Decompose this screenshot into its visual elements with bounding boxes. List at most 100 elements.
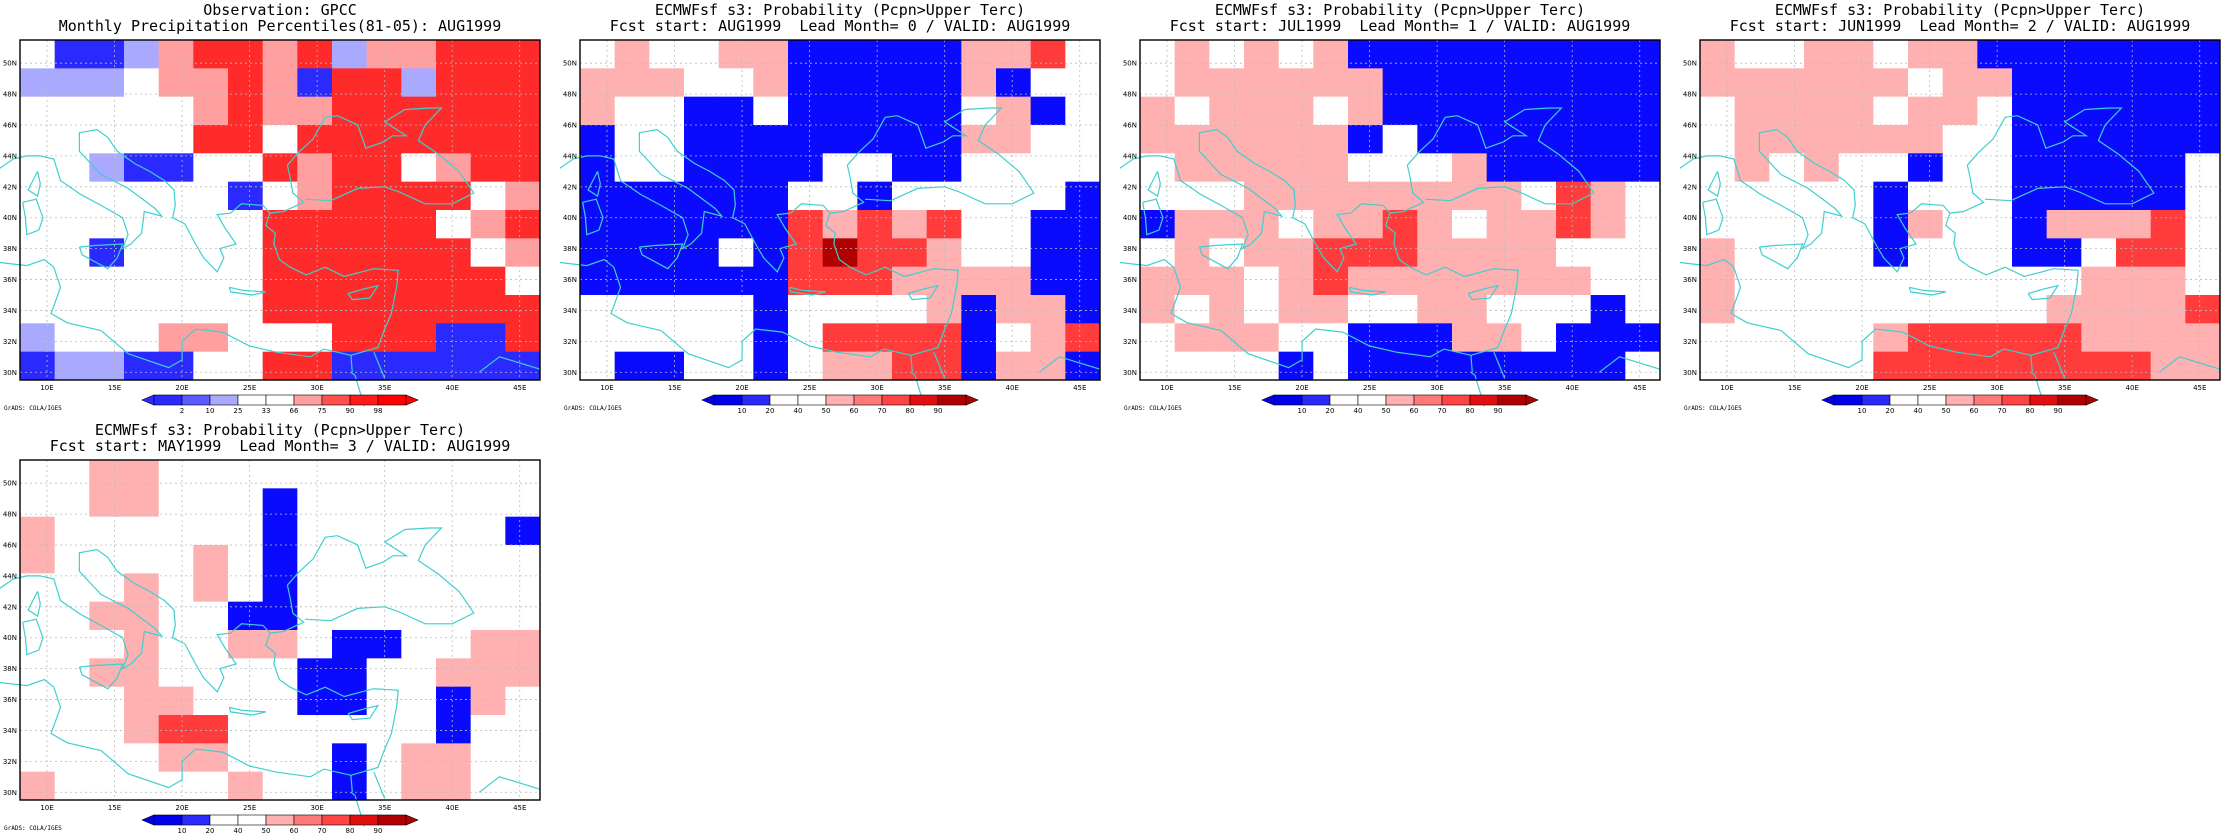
grid-cell [332, 181, 368, 211]
grid-cell [1700, 295, 1736, 324]
coastline [1389, 107, 1595, 214]
grid-cell [1065, 210, 1101, 239]
grid-cell [1769, 266, 1805, 296]
colorbar-segment [909, 394, 939, 406]
grid-cell [89, 771, 125, 801]
grid-cell [580, 238, 616, 268]
grid-cell [1486, 96, 1522, 126]
grid-cell [718, 266, 754, 296]
grid-cell [1174, 238, 1210, 268]
grid-cell [1348, 181, 1384, 211]
grid-cell [788, 238, 824, 268]
grid-cell [1838, 125, 1874, 154]
grid-cell [926, 351, 962, 381]
grid-cell [262, 40, 298, 69]
lon-tick-label: 20E [175, 384, 188, 392]
colorbar-arrow-right [965, 394, 979, 406]
grid-cell [20, 96, 56, 126]
grid-cell [158, 545, 194, 574]
grid-cell [505, 488, 541, 518]
grid-cell [1590, 96, 1626, 126]
grid-cell [2116, 210, 2152, 239]
lon-tick-label: 35E [1498, 384, 1511, 392]
grid-cell [20, 295, 56, 324]
coastline [2027, 284, 2060, 301]
grid-cell [158, 295, 194, 324]
coastline [1160, 129, 1284, 250]
grid-cell [158, 238, 194, 268]
grid-cell [614, 238, 650, 268]
grid-cell [262, 266, 298, 296]
lon-tick-label: 30E [1430, 384, 1443, 392]
grid-cell [436, 125, 472, 154]
grid-cell [2046, 68, 2082, 98]
grid-cell [1838, 323, 1874, 353]
grid-cell [961, 153, 997, 183]
grid-cell [1417, 153, 1453, 183]
grid-cell [124, 181, 160, 211]
grid-cell [89, 40, 125, 69]
grid-cell [1556, 96, 1592, 126]
grid-cell [1804, 351, 1840, 381]
lon-tick-label: 10E [40, 804, 53, 812]
grid-cell [1278, 266, 1314, 296]
panel-title: ECMWFsf s3: Probability (Pcpn>Upper Terc… [1774, 1, 2146, 19]
grid-cell [124, 686, 160, 716]
credit-text: GrADS: COLA/IGES [4, 825, 62, 832]
grid-cell [470, 743, 506, 773]
grid-cell [1244, 295, 1280, 324]
lat-tick-label: 32N [1123, 338, 1137, 346]
grid-cell [1382, 238, 1418, 268]
grid-cell [505, 658, 541, 688]
grid-cell [436, 545, 472, 574]
grid-cell [89, 210, 125, 239]
colorbar-label: 80 [2026, 407, 2035, 415]
grid-cell [158, 68, 194, 98]
lat-tick-label: 34N [1123, 307, 1137, 315]
grid-cell [1700, 351, 1736, 381]
grid-cell [2046, 351, 2082, 381]
colorbar-arrow-left [1261, 394, 1275, 406]
grid-cell [158, 630, 194, 659]
grid-cell [124, 601, 160, 631]
grid-cell [1838, 210, 1874, 239]
grid-cell [193, 125, 229, 154]
grid-cell [228, 516, 264, 546]
grid-cell [614, 295, 650, 324]
grid-cell [54, 266, 90, 296]
grid-cell [892, 295, 928, 324]
grid-cell [193, 68, 229, 98]
grid-cell [158, 601, 194, 631]
grid-cell [614, 68, 650, 98]
colorbar-segment [237, 394, 267, 406]
grid-cell [1174, 266, 1210, 296]
panel-subtitle: Fcst start: JUL1999 Lead Month= 1 / VALI… [1169, 17, 1631, 35]
grid-cell [54, 630, 90, 659]
grid-cell [788, 68, 824, 98]
grid-cell [54, 715, 90, 744]
grid-cell [89, 323, 125, 353]
lat-tick-label: 36N [3, 696, 17, 704]
coastline [350, 775, 353, 793]
grid-cell [1065, 96, 1101, 126]
grid-cell [1313, 68, 1349, 98]
grid-cell [1382, 295, 1418, 324]
grid-cell [54, 573, 90, 603]
grid-cell [89, 516, 125, 546]
coastline [1680, 212, 2079, 369]
grid-cell [158, 266, 194, 296]
grid-cell [332, 601, 368, 631]
grid-cell [505, 771, 541, 801]
coastline [373, 771, 386, 799]
map-panel-obs: Observation: GPCC Monthly Precipitation P… [0, 0, 560, 420]
grid-cell [892, 153, 928, 183]
grid-cell [1769, 125, 1805, 154]
colorbar-label: 40 [1914, 407, 1923, 415]
grid-cell [961, 238, 997, 268]
grid-cell [1556, 266, 1592, 296]
colorbar-label: 90 [934, 407, 943, 415]
grid-cell [1209, 68, 1245, 98]
grid-cell [54, 516, 90, 546]
grid-cell [2012, 323, 2048, 353]
grid-cell [297, 68, 333, 98]
